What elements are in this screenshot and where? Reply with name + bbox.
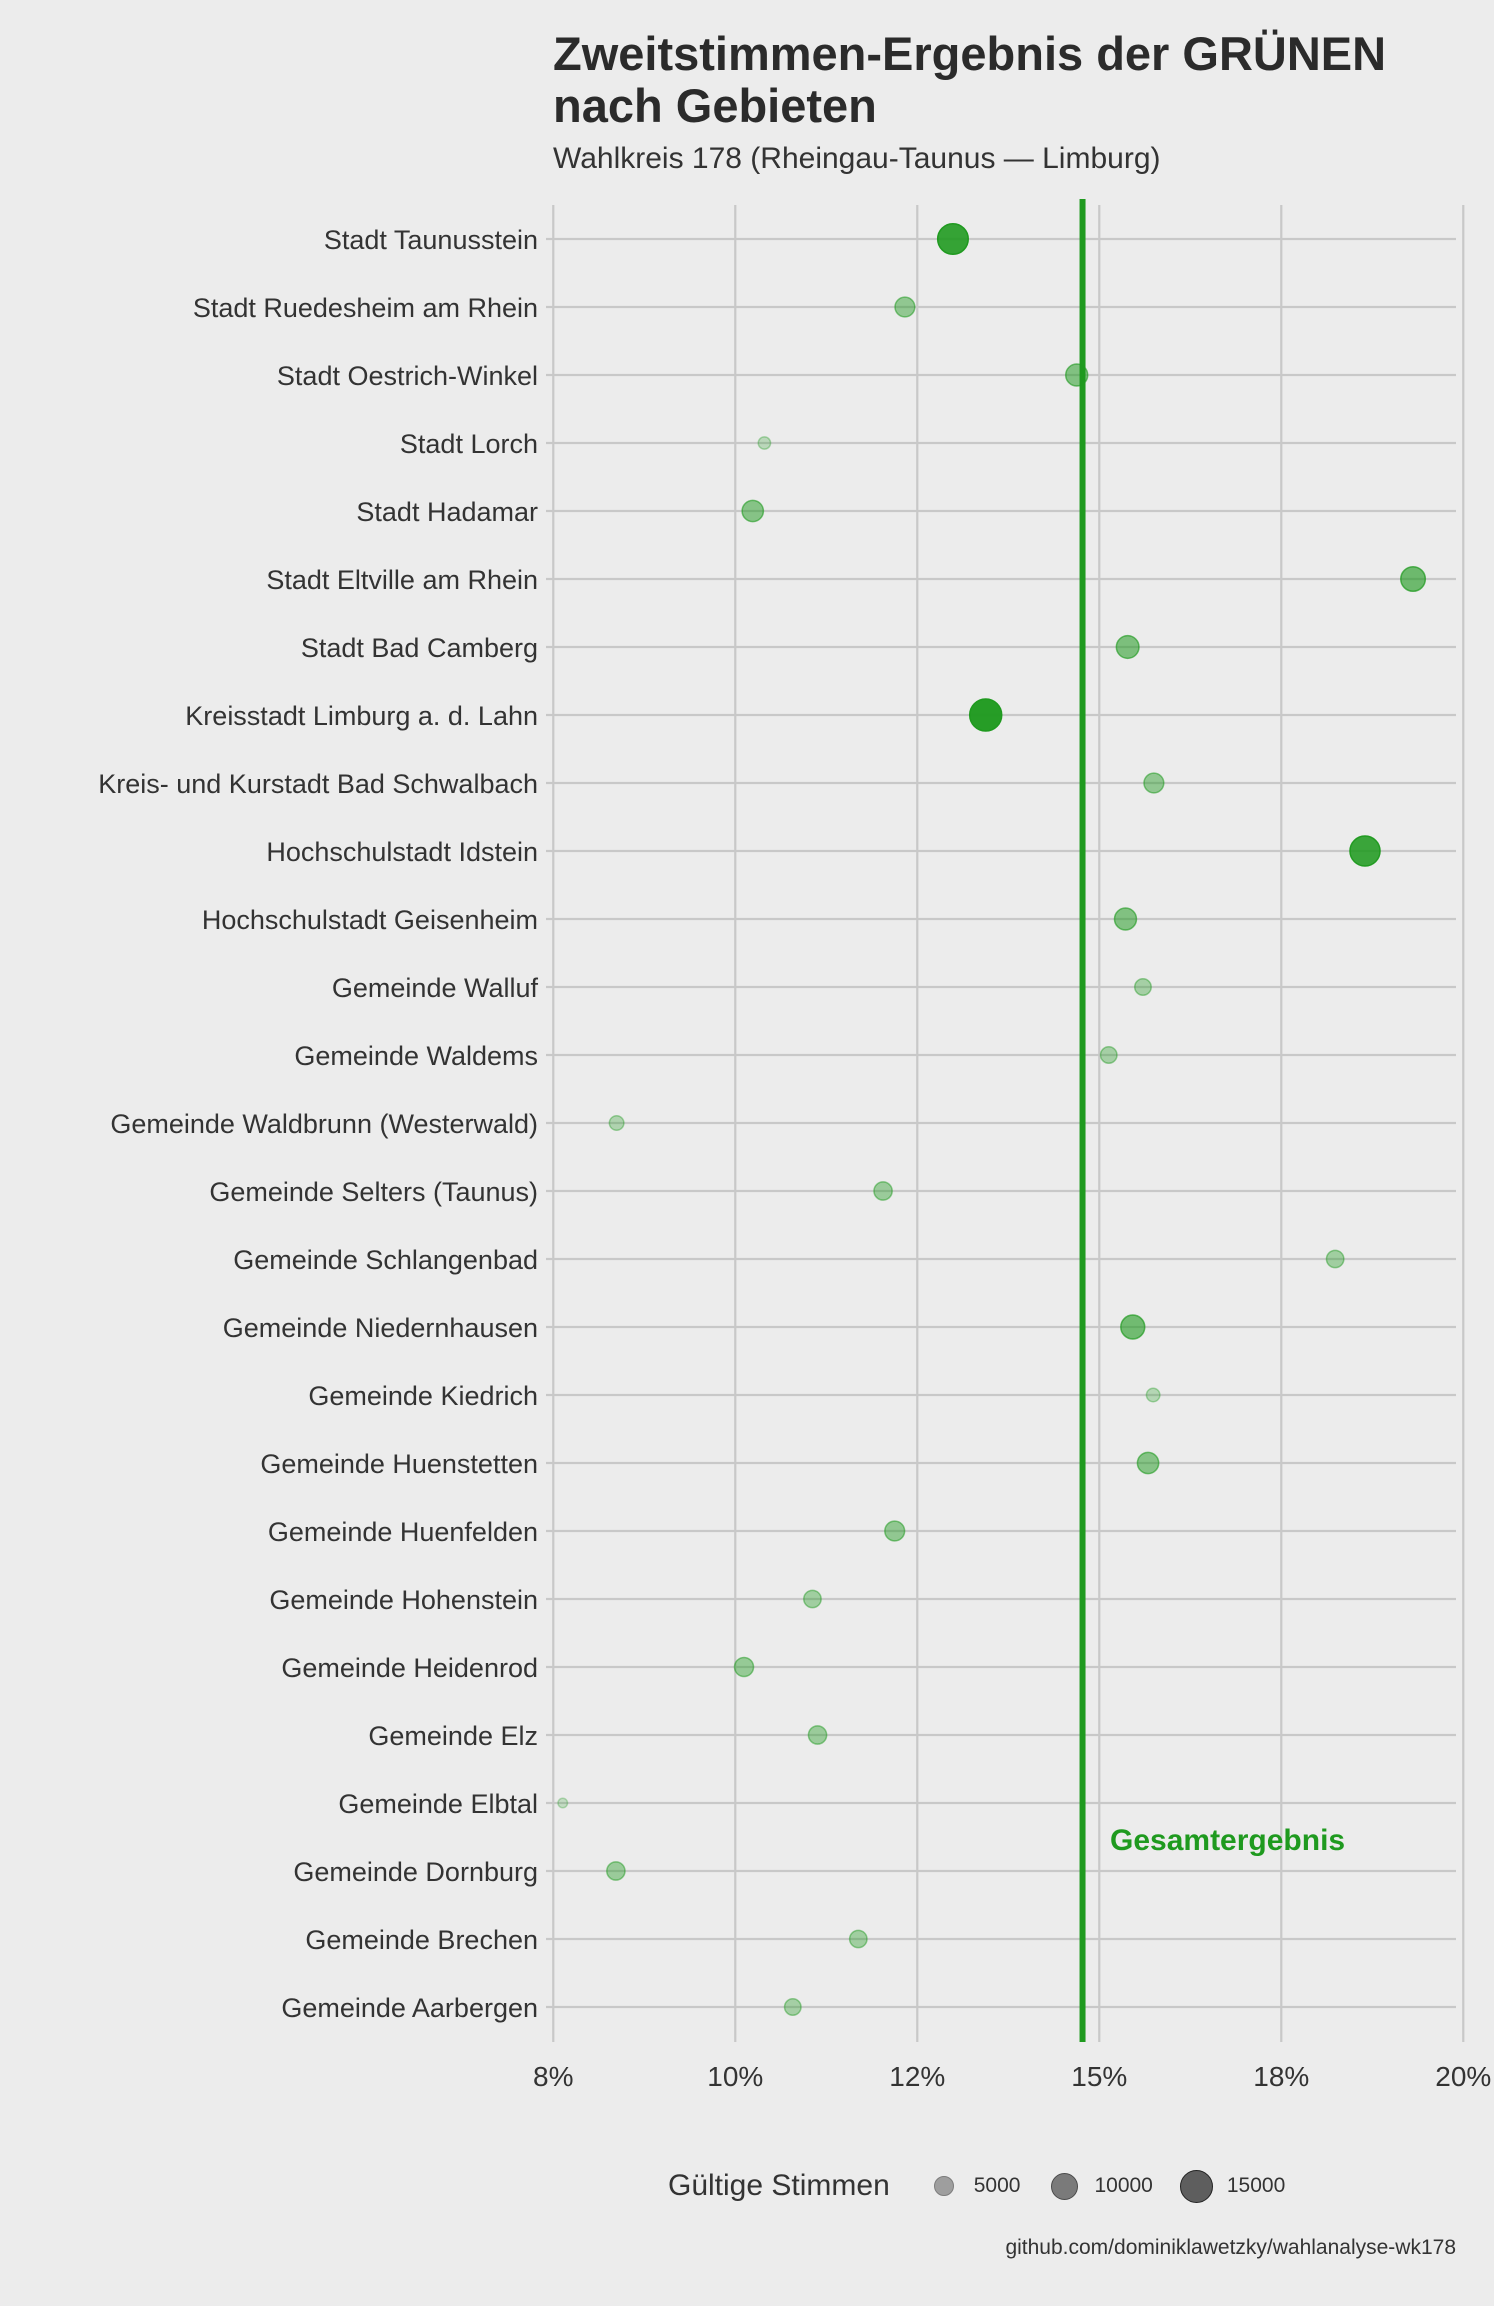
data-point xyxy=(1349,835,1381,867)
chart-subtitle: Wahlkreis 178 (Rheingau-Taunus — Limburg… xyxy=(553,142,1161,175)
chart-title: Zweitstimmen-Ergebnis der GRÜNEN nach Ge… xyxy=(553,28,1386,132)
data-point xyxy=(1113,907,1138,931)
data-point xyxy=(894,296,916,318)
legend-dot-small xyxy=(933,2176,954,2196)
data-point xyxy=(807,1725,828,1745)
data-point xyxy=(884,1520,906,1542)
y-category-label: Stadt Eltville am Rhein xyxy=(266,565,538,595)
y-axis-labels: Stadt Taunusstein Stadt Ruedesheim am Rhe… xyxy=(98,225,538,2023)
data-point xyxy=(1133,978,1152,996)
reference-line-label: Gesamtergebnis xyxy=(1110,1824,1345,1857)
data-point xyxy=(741,499,765,523)
y-category-label: Stadt Hadamar xyxy=(356,497,538,527)
y-category-label: Gemeinde Niedernhausen xyxy=(223,1313,538,1343)
data-point xyxy=(848,1929,868,1949)
data-points xyxy=(557,222,1427,2016)
data-point xyxy=(1064,363,1089,387)
data-point xyxy=(783,1998,802,2016)
legend-dot-large xyxy=(1180,2169,1214,2203)
legend-item-5000: 5000 xyxy=(924,2166,1021,2206)
x-tick-label: 18% xyxy=(1253,2061,1309,2092)
legend-label: 5000 xyxy=(973,2174,1021,2197)
reference-line-group: Gesamtergebnis xyxy=(1079,199,1345,2042)
y-category-label: Gemeinde Walluf xyxy=(332,973,539,1003)
y-category-label: Stadt Ruedesheim am Rhein xyxy=(193,293,538,323)
y-category-label: Gemeinde Huenstetten xyxy=(260,1449,538,1479)
data-point xyxy=(733,1656,755,1678)
data-point xyxy=(1136,1451,1160,1475)
y-category-label: Hochschulstadt Idstein xyxy=(266,837,538,867)
data-point xyxy=(1143,772,1165,794)
source-caption: github.com/dominiklawetzky/wahlanalyse-w… xyxy=(1005,2236,1456,2259)
data-point xyxy=(968,698,1003,732)
chart-title-line-2: nach Gebieten xyxy=(553,79,877,132)
data-point xyxy=(606,1861,626,1881)
data-point xyxy=(1400,565,1427,593)
y-category-label: Gemeinde Elbtal xyxy=(338,1789,538,1819)
y-category-label: Gemeinde Huenfelden xyxy=(268,1517,538,1547)
y-category-label: Gemeinde Hohenstein xyxy=(269,1585,538,1615)
y-category-label: Stadt Taunusstein xyxy=(324,225,538,255)
data-point xyxy=(936,222,969,256)
legend-item-15000: 15000 xyxy=(1177,2166,1285,2206)
y-category-label: Gemeinde Waldbrunn (Westerwald) xyxy=(110,1109,538,1139)
data-point xyxy=(1120,1314,1146,1340)
y-category-label: Gemeinde Dornburg xyxy=(293,1857,538,1887)
legend-item-10000: 10000 xyxy=(1044,2166,1153,2206)
y-category-label: Gemeinde Heidenrod xyxy=(281,1653,538,1683)
y-category-label: Stadt Oestrich-Winkel xyxy=(277,361,538,391)
x-tick-label: 12% xyxy=(889,2061,945,2092)
y-category-label: Gemeinde Selters (Taunus) xyxy=(209,1177,538,1207)
chart-title-line-1: Zweitstimmen-Ergebnis der GRÜNEN xyxy=(553,27,1387,80)
y-category-label: Gemeinde Waldems xyxy=(294,1041,538,1071)
grid-lines xyxy=(546,205,1465,2042)
y-category-label: Gemeinde Brechen xyxy=(305,1925,538,1955)
legend-label: 10000 xyxy=(1094,2174,1153,2197)
data-point xyxy=(757,436,772,450)
data-point xyxy=(1145,1387,1161,1403)
legend-dot-medium xyxy=(1050,2172,1078,2200)
y-category-label: Gemeinde Aarbergen xyxy=(281,1993,538,2023)
x-tick-label: 15% xyxy=(1071,2061,1127,2092)
y-category-label: Gemeinde Schlangenbad xyxy=(233,1245,538,1275)
x-tick-label: 20% xyxy=(1435,2061,1491,2092)
y-category-label: Gemeinde Kiedrich xyxy=(308,1381,538,1411)
y-category-label: Hochschulstadt Geisenheim xyxy=(202,905,538,935)
x-tick-label: 10% xyxy=(707,2061,763,2092)
y-category-label: Kreisstadt Limburg a. d. Lahn xyxy=(185,701,538,731)
x-tick-label: 8% xyxy=(533,2061,573,2092)
data-point xyxy=(1099,1046,1118,1064)
y-category-label: Stadt Lorch xyxy=(400,429,538,459)
legend-title: Gültige Stimmen xyxy=(668,2169,890,2202)
legend-label: 15000 xyxy=(1226,2174,1286,2197)
data-point xyxy=(1325,1249,1345,1269)
y-category-label: Kreis- und Kurstadt Bad Schwalbach xyxy=(98,769,538,799)
y-category-label: Gemeinde Elz xyxy=(368,1721,538,1751)
data-point xyxy=(608,1114,625,1132)
data-point xyxy=(557,1797,569,1809)
x-axis-labels: 8% 10% 12% 15% 18% 20% xyxy=(533,2061,1491,2092)
data-point xyxy=(803,1589,822,1609)
size-legend: Gültige Stimmen 5000 10000 15000 xyxy=(668,2166,1309,2206)
data-point xyxy=(873,1181,893,1201)
data-point xyxy=(1115,634,1140,660)
y-category-label: Stadt Bad Camberg xyxy=(301,633,538,663)
